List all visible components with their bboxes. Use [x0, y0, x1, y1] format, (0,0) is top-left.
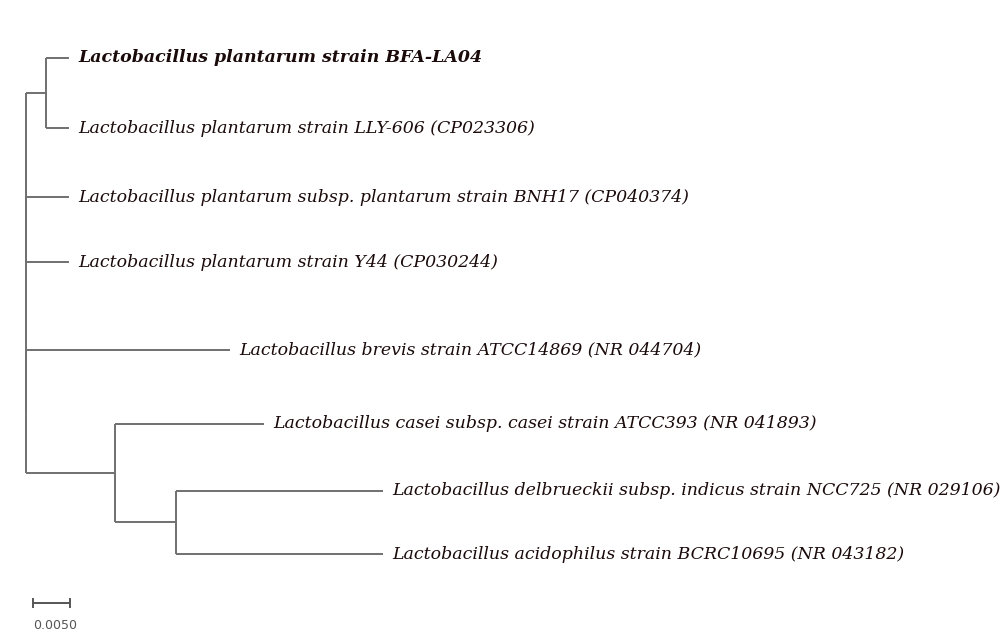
Text: Lactobacillus plantarum strain BFA-LA04: Lactobacillus plantarum strain BFA-LA04 [78, 49, 483, 66]
Text: Lactobacillus brevis strain ATCC14869 (NR 044704): Lactobacillus brevis strain ATCC14869 (N… [239, 341, 701, 358]
Text: Lactobacillus plantarum strain Y44 (CP030244): Lactobacillus plantarum strain Y44 (CP03… [78, 254, 498, 271]
Text: Lactobacillus acidophilus strain BCRC10695 (NR 043182): Lactobacillus acidophilus strain BCRC106… [392, 546, 904, 563]
Text: Lactobacillus delbrueckii subsp. indicus strain NCC725 (NR 029106): Lactobacillus delbrueckii subsp. indicus… [392, 482, 1000, 499]
Text: Lactobacillus casei subsp. casei strain ATCC393 (NR 041893): Lactobacillus casei subsp. casei strain … [274, 415, 817, 432]
Text: 0.0050: 0.0050 [33, 619, 77, 633]
Text: Lactobacillus plantarum strain LLY-606 (CP023306): Lactobacillus plantarum strain LLY-606 (… [78, 120, 535, 137]
Text: Lactobacillus plantarum subsp. plantarum strain BNH17 (CP040374): Lactobacillus plantarum subsp. plantarum… [78, 189, 689, 206]
